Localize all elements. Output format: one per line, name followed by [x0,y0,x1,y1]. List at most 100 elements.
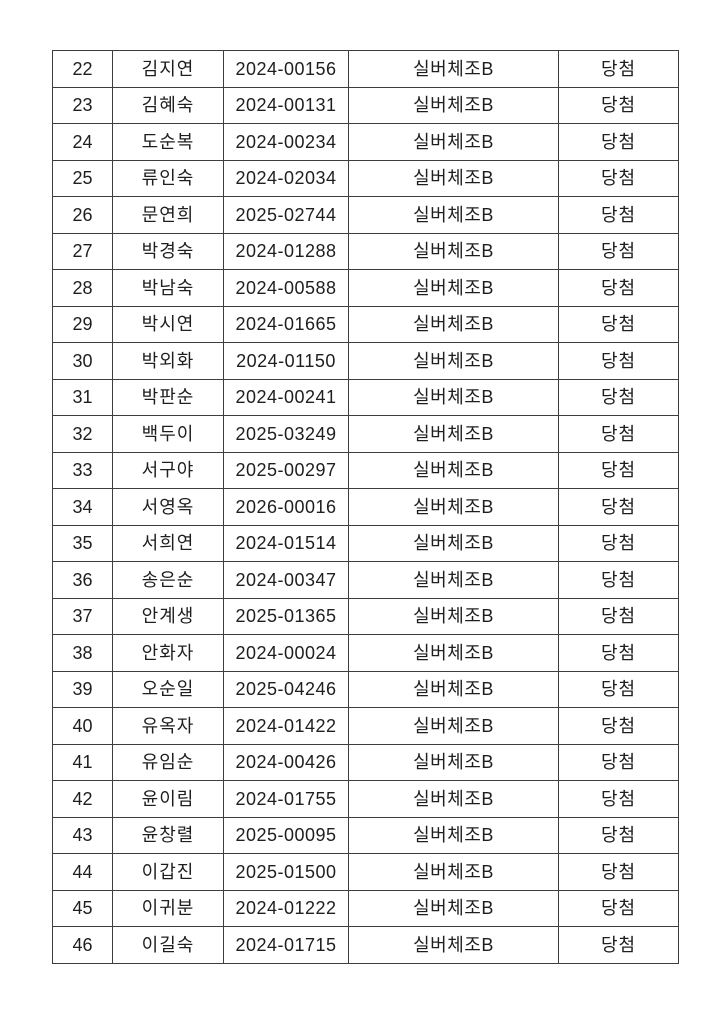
cell-program: 실버체조B [348,780,559,818]
table-row: 40 유옥자 2024-01422 실버체조B 당첨 [52,707,679,745]
cell-program: 실버체조B [348,415,559,453]
cell-no: 40 [52,707,113,745]
cell-program: 실버체조B [348,889,559,927]
cell-status: 당첨 [558,378,679,416]
cell-no: 30 [52,342,113,380]
cell-status: 당첨 [558,780,679,818]
table-row: 26 문연희 2025-02744 실버체조B 당첨 [52,196,679,234]
table-row: 37 안계생 2025-01365 실버체조B 당첨 [52,597,679,635]
cell-program: 실버체조B [348,926,559,964]
cell-program: 실버체조B [348,86,559,124]
cell-name: 안계생 [112,597,224,635]
cell-status: 당첨 [558,743,679,781]
cell-program: 실버체조B [348,123,559,161]
cell-status: 당첨 [558,597,679,635]
cell-status: 당첨 [558,415,679,453]
table-row: 45 이귀분 2024-01222 실버체조B 당첨 [52,889,679,927]
cell-program: 실버체조B [348,670,559,708]
cell-program: 실버체조B [348,269,559,307]
cell-no: 27 [52,232,113,270]
cell-program: 실버체조B [348,451,559,489]
cell-name: 박남숙 [112,269,224,307]
table-row: 28 박남숙 2024-00588 실버체조B 당첨 [52,269,679,307]
cell-no: 34 [52,488,113,526]
cell-member-id: 2025-00095 [223,816,349,854]
cell-member-id: 2024-01150 [223,342,349,380]
cell-status: 당첨 [558,159,679,197]
cell-status: 당첨 [558,196,679,234]
cell-no: 28 [52,269,113,307]
cell-program: 실버체조B [348,196,559,234]
cell-program: 실버체조B [348,743,559,781]
cell-member-id: 2024-00131 [223,86,349,124]
cell-name: 오순일 [112,670,224,708]
cell-name: 서구야 [112,451,224,489]
cell-no: 33 [52,451,113,489]
cell-name: 송은순 [112,561,224,599]
cell-status: 당첨 [558,816,679,854]
cell-no: 43 [52,816,113,854]
cell-member-id: 2025-03249 [223,415,349,453]
cell-member-id: 2024-01665 [223,305,349,343]
cell-no: 26 [52,196,113,234]
cell-program: 실버체조B [348,853,559,891]
cell-no: 41 [52,743,113,781]
cell-program: 실버체조B [348,707,559,745]
cell-member-id: 2024-00234 [223,123,349,161]
cell-status: 당첨 [558,269,679,307]
table-row: 42 윤이림 2024-01755 실버체조B 당첨 [52,780,679,818]
cell-program: 실버체조B [348,50,559,88]
table-row: 34 서영옥 2026-00016 실버체조B 당첨 [52,488,679,526]
cell-member-id: 2024-01422 [223,707,349,745]
cell-name: 서영옥 [112,488,224,526]
cell-name: 도순복 [112,123,224,161]
cell-name: 박시연 [112,305,224,343]
cell-member-id: 2024-00156 [223,50,349,88]
cell-member-id: 2025-01500 [223,853,349,891]
cell-member-id: 2024-00024 [223,634,349,672]
cell-name: 문연희 [112,196,224,234]
cell-status: 당첨 [558,670,679,708]
cell-member-id: 2024-01755 [223,780,349,818]
cell-no: 35 [52,524,113,562]
cell-program: 실버체조B [348,305,559,343]
cell-name: 백두이 [112,415,224,453]
cell-name: 안화자 [112,634,224,672]
table-row: 23 김혜숙 2024-00131 실버체조B 당첨 [52,86,679,124]
table-row: 30 박외화 2024-01150 실버체조B 당첨 [52,342,679,380]
cell-member-id: 2024-00588 [223,269,349,307]
cell-no: 38 [52,634,113,672]
cell-status: 당첨 [558,123,679,161]
cell-name: 박경숙 [112,232,224,270]
cell-name: 유옥자 [112,707,224,745]
cell-name: 김지연 [112,50,224,88]
table-row: 39 오순일 2025-04246 실버체조B 당첨 [52,670,679,708]
cell-member-id: 2024-00347 [223,561,349,599]
cell-no: 25 [52,159,113,197]
cell-status: 당첨 [558,889,679,927]
table-row: 46 이길숙 2024-01715 실버체조B 당첨 [52,926,679,964]
cell-name: 윤이림 [112,780,224,818]
cell-no: 29 [52,305,113,343]
cell-name: 박외화 [112,342,224,380]
winners-table: 22 김지연 2024-00156 실버체조B 당첨 23 김혜숙 2024-00131 실버체… [52,50,679,964]
cell-status: 당첨 [558,488,679,526]
cell-member-id: 2024-01715 [223,926,349,964]
cell-no: 31 [52,378,113,416]
cell-program: 실버체조B [348,524,559,562]
cell-status: 당첨 [558,86,679,124]
cell-no: 32 [52,415,113,453]
cell-name: 서희연 [112,524,224,562]
cell-name: 이갑진 [112,853,224,891]
cell-program: 실버체조B [348,634,559,672]
table-row: 36 송은순 2024-00347 실버체조B 당첨 [52,561,679,599]
cell-no: 39 [52,670,113,708]
cell-program: 실버체조B [348,378,559,416]
cell-program: 실버체조B [348,561,559,599]
table-row: 22 김지연 2024-00156 실버체조B 당첨 [52,50,679,88]
cell-member-id: 2025-01365 [223,597,349,635]
cell-program: 실버체조B [348,816,559,854]
table-row: 43 윤창렬 2025-00095 실버체조B 당첨 [52,816,679,854]
table-row: 29 박시연 2024-01665 실버체조B 당첨 [52,305,679,343]
